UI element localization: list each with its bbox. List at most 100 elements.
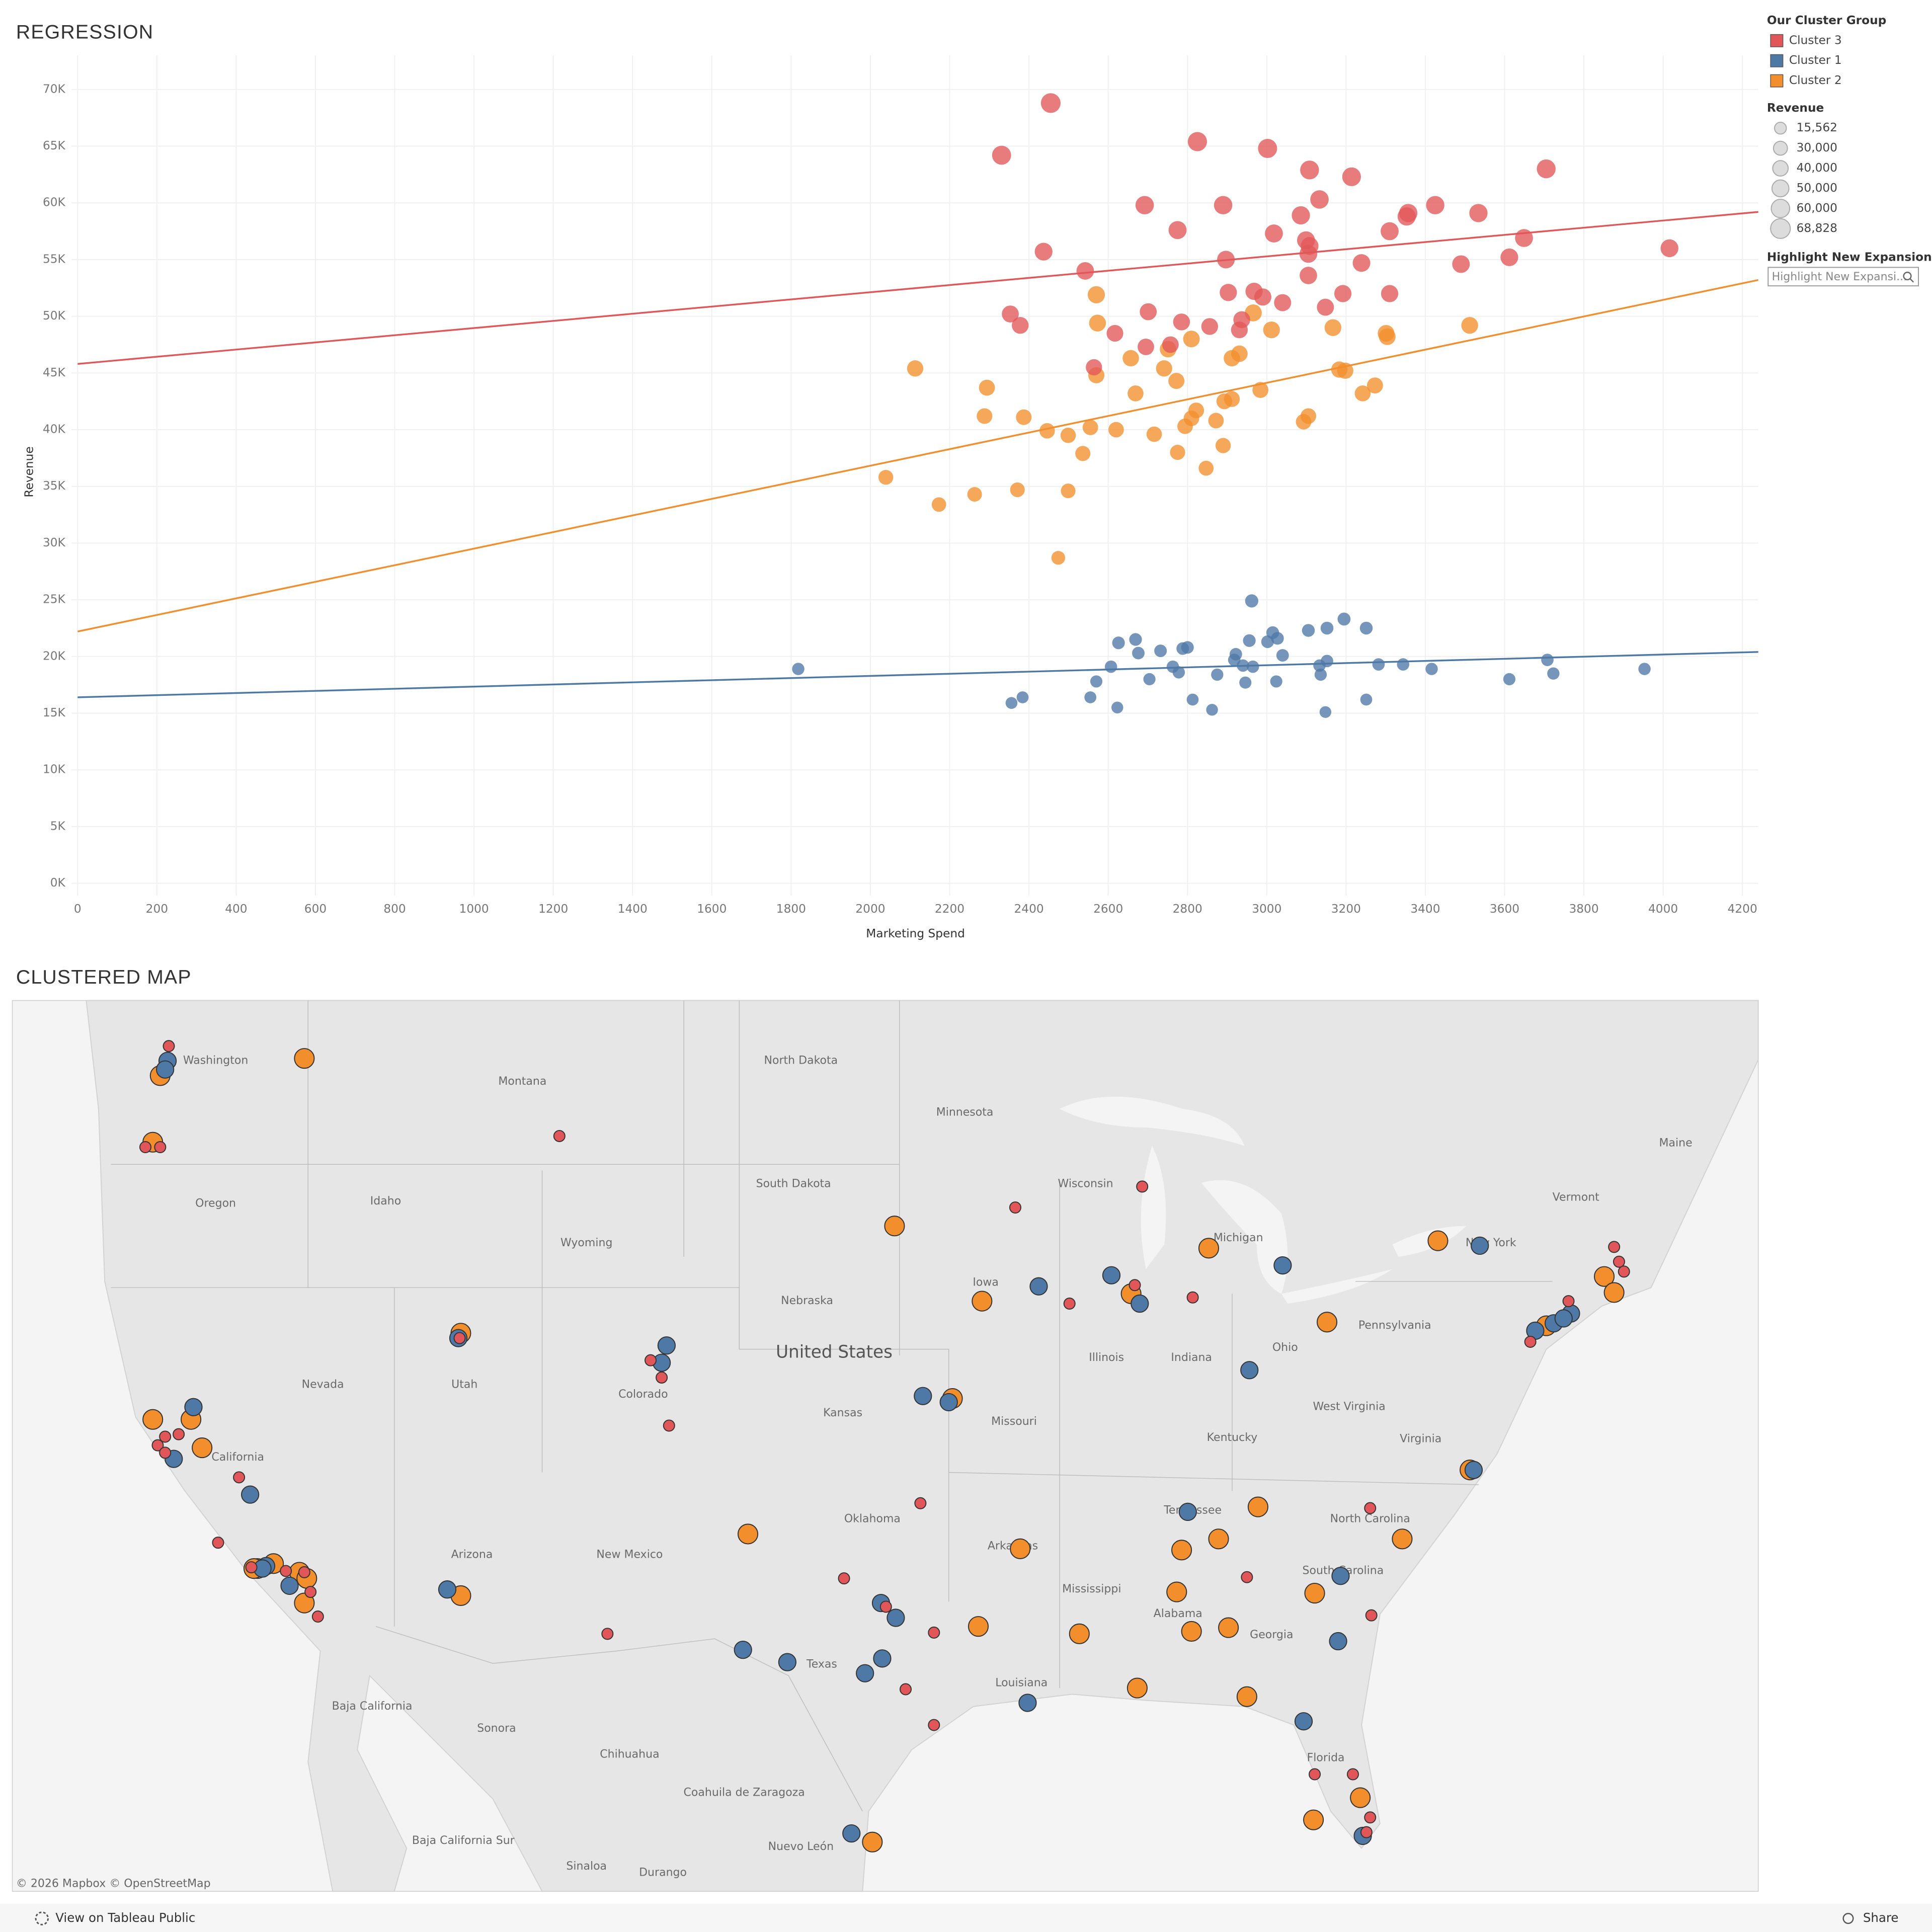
- y-tick-label: 60K: [43, 196, 66, 209]
- map-marker: [1029, 1277, 1048, 1296]
- scatter-point: [1214, 196, 1233, 214]
- scatter-point: [1334, 285, 1352, 302]
- map-label: Kentucky: [1207, 1431, 1258, 1444]
- map-marker: [280, 1576, 299, 1595]
- scatter-point: [1177, 418, 1193, 434]
- map-marker: [1350, 1787, 1371, 1808]
- scatter-point: [1246, 660, 1259, 673]
- size-legend-mark: [1770, 218, 1791, 239]
- map-label: Ohio: [1272, 1341, 1298, 1354]
- map-label: South Dakota: [756, 1177, 831, 1190]
- map-marker: [914, 1387, 932, 1405]
- scatter-point: [1265, 224, 1283, 243]
- map-marker: [968, 1616, 989, 1637]
- map-marker: [159, 1430, 172, 1443]
- map-label: Montana: [498, 1075, 546, 1088]
- scatter-point: [1198, 460, 1214, 476]
- y-tick-label: 65K: [43, 139, 66, 152]
- map-label: Texas: [806, 1658, 837, 1671]
- scatter-point: [977, 408, 993, 424]
- x-tick-label: 0: [74, 902, 82, 916]
- map-label: Oklahoma: [844, 1513, 901, 1525]
- scatter-point: [1500, 248, 1518, 267]
- map-marker: [212, 1537, 224, 1549]
- map-marker: [192, 1437, 213, 1459]
- scatter-point: [1317, 298, 1334, 316]
- map-marker: [1208, 1528, 1229, 1550]
- scatter-point: [1381, 222, 1399, 240]
- map-label: Maine: [1659, 1137, 1693, 1150]
- map-label: Sinaloa: [566, 1860, 607, 1873]
- map-marker: [1126, 1677, 1148, 1699]
- map-marker: [1069, 1623, 1090, 1644]
- filter-input[interactable]: [1767, 267, 1919, 287]
- map-label: North Dakota: [764, 1055, 838, 1067]
- x-tick-label: 3000: [1252, 902, 1281, 916]
- y-tick-label: 55K: [43, 252, 66, 266]
- scatter-point: [1076, 262, 1094, 280]
- map-marker: [294, 1048, 315, 1069]
- scatter-point: [1201, 318, 1219, 335]
- map-marker: [1524, 1335, 1537, 1348]
- scatter-point: [1173, 313, 1190, 331]
- scatter-point: [1154, 645, 1167, 658]
- x-tick-label: 3200: [1331, 902, 1361, 916]
- map-marker: [879, 1600, 892, 1613]
- size-legend-mark: [1773, 140, 1788, 156]
- scatter-point: [1274, 294, 1292, 311]
- scatter-point: [1135, 196, 1154, 214]
- x-tick-label: 4200: [1728, 902, 1757, 916]
- trend-line: [77, 651, 1758, 698]
- scatter-point: [1276, 649, 1289, 662]
- scatter-point: [1366, 377, 1383, 394]
- map-marker: [159, 1446, 172, 1459]
- map-marker: [1186, 1291, 1199, 1304]
- scatter-point: [1503, 673, 1516, 686]
- map-marker: [1360, 1826, 1373, 1838]
- scatter-point: [1211, 668, 1224, 681]
- map: Washington Montana North Dakota Minnesota Or…: [12, 1000, 1759, 1892]
- y-tick-label: 0K: [50, 876, 66, 890]
- scatter-point: [1186, 693, 1199, 706]
- map-marker: [1608, 1241, 1621, 1253]
- border: [111, 1287, 1479, 1485]
- footer-share[interactable]: Share: [1863, 1910, 1899, 1925]
- scatter-point: [1239, 676, 1252, 689]
- map-marker: [154, 1141, 167, 1153]
- map-marker: [1247, 1496, 1268, 1517]
- scatter-point: [992, 145, 1011, 165]
- scatter-point: [931, 497, 946, 512]
- map-marker: [298, 1566, 310, 1578]
- map-marker: [1364, 1502, 1377, 1514]
- scatter-point: [1319, 706, 1332, 718]
- map-label: Oregon: [195, 1197, 236, 1210]
- scatter-point: [1300, 267, 1317, 284]
- x-tick-label: 1800: [776, 902, 806, 916]
- scatter-point: [1170, 445, 1185, 460]
- size-legend-mark: [1774, 121, 1787, 135]
- scatter-point: [1379, 328, 1396, 345]
- map-marker: [1471, 1236, 1489, 1255]
- scatter-point: [1075, 446, 1091, 461]
- scatter-point: [1352, 254, 1371, 272]
- search-icon: [1903, 272, 1912, 281]
- scatter-point: [1112, 636, 1125, 650]
- scatter-point: [967, 487, 982, 502]
- map-label: Vermont: [1553, 1191, 1599, 1203]
- scatter-point: [1231, 345, 1248, 362]
- map-marker: [1464, 1461, 1483, 1479]
- scatter-point: [1541, 654, 1554, 666]
- scatter-point: [792, 663, 804, 675]
- x-tick-label: 800: [383, 902, 406, 916]
- map-label: Colorado: [618, 1388, 668, 1401]
- scatter-point: [1005, 697, 1018, 709]
- footer-link[interactable]: View on Tableau Public: [55, 1910, 195, 1925]
- map-label: Pennsylvania: [1358, 1319, 1431, 1332]
- map-marker: [1554, 1309, 1573, 1328]
- x-tick-label: 4000: [1648, 902, 1678, 916]
- map-label: Nebraska: [781, 1295, 833, 1307]
- map-marker: [1427, 1230, 1448, 1251]
- map-label: North Carolina: [1330, 1513, 1410, 1525]
- scatter-point: [1143, 673, 1156, 686]
